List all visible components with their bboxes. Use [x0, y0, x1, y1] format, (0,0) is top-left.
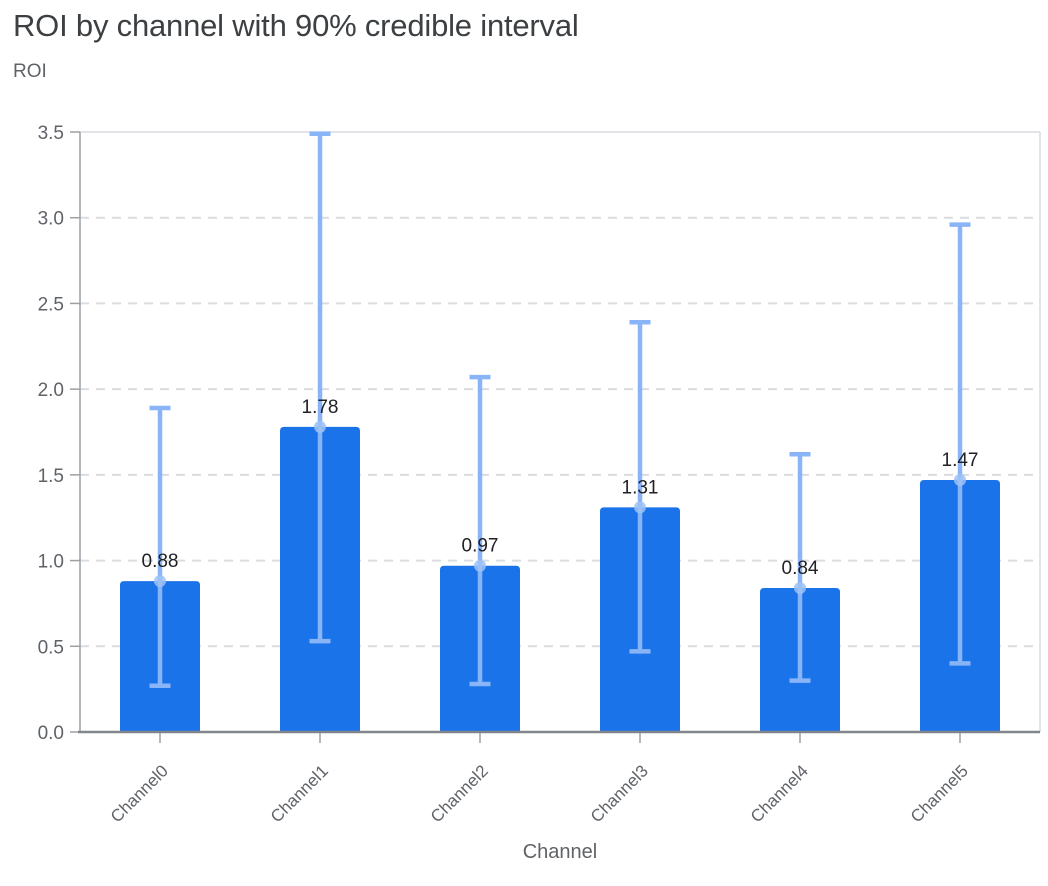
mean-marker: [794, 582, 806, 594]
y-tick-label: 3.5: [38, 123, 64, 144]
bar-value-label: 0.97: [462, 536, 499, 557]
y-axis-title: ROI: [13, 61, 47, 82]
y-tick-label: 1.0: [38, 552, 64, 573]
y-tick-label: 1.5: [38, 466, 64, 487]
x-tick-label: Channel4: [747, 761, 812, 826]
bar-value-label: 0.88: [142, 551, 179, 572]
y-tick-label: 2.0: [38, 380, 64, 401]
bar-value-label: 1.31: [622, 477, 659, 498]
mean-marker: [634, 501, 646, 514]
bar-value-label: 0.84: [782, 558, 819, 579]
mean-marker: [314, 420, 326, 433]
x-tick-label: Channel0: [107, 761, 172, 826]
bar-value-label: 1.47: [942, 450, 979, 471]
y-tick-label: 0.0: [38, 723, 64, 744]
x-tick-label: Channel1: [267, 761, 332, 826]
y-tick-label: 0.5: [38, 637, 64, 658]
x-axis-title: Channel: [522, 841, 598, 863]
y-tick-label: 3.0: [38, 209, 64, 230]
x-tick-label: Channel3: [587, 761, 652, 826]
y-tick-label: 2.5: [38, 294, 64, 315]
x-tick-label: Channel5: [907, 761, 972, 826]
chart-title: ROI by channel with 90% credible interva…: [13, 8, 579, 43]
mean-marker: [954, 474, 966, 486]
bar-value-label: 1.78: [302, 397, 339, 418]
mean-marker: [154, 575, 166, 588]
mean-marker: [474, 559, 486, 572]
x-tick-label: Channel2: [427, 761, 492, 826]
